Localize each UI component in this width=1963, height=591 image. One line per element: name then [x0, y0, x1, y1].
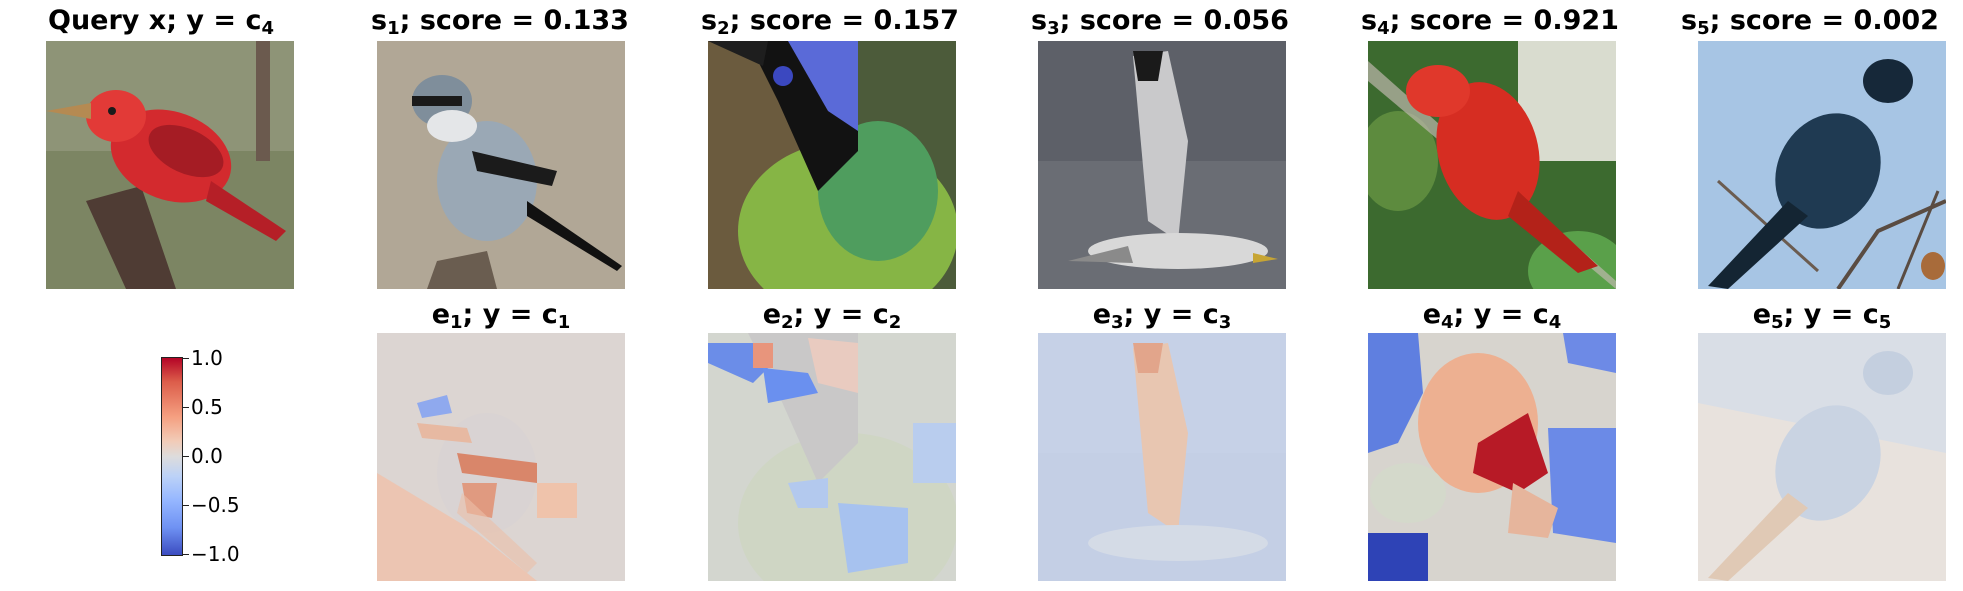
e2-heatmap — [708, 333, 956, 581]
e3-title: e3; y = c3 — [1092, 299, 1232, 333]
e1-title: e1; y = c1 — [431, 299, 571, 333]
s5-title: s5; score = 0.002 — [1681, 5, 1939, 39]
colorbar-tick-label: 0.0 — [191, 444, 223, 468]
s2-title: s2; score = 0.157 — [701, 5, 959, 39]
s4-title: s4; score = 0.921 — [1361, 5, 1619, 39]
colorbar-tick-label: 1.0 — [191, 346, 223, 370]
s3-title: s3; score = 0.056 — [1031, 5, 1289, 39]
colorbar-tick — [183, 407, 189, 408]
e1-heatmap — [377, 333, 625, 581]
colorbar-tick-label: −0.5 — [191, 493, 240, 517]
s4-image — [1368, 41, 1616, 289]
s2-image — [708, 41, 956, 289]
colorbar-tick-label: 0.5 — [191, 395, 223, 419]
colorbar-tick — [183, 358, 189, 359]
colorbar — [161, 357, 183, 556]
colorbar-tick — [183, 554, 189, 555]
e4-title: e4; y = c4 — [1422, 299, 1562, 333]
e4-heatmap — [1368, 333, 1616, 581]
e2-title: e2; y = c2 — [762, 299, 902, 333]
query-image — [46, 41, 294, 289]
colorbar-tick-label: −1.0 — [191, 542, 240, 566]
colorbar-tick — [183, 456, 189, 457]
s1-title: s1; score = 0.133 — [371, 5, 629, 39]
e5-title: e5; y = c5 — [1752, 299, 1892, 333]
s1-image — [377, 41, 625, 289]
e3-heatmap — [1038, 333, 1286, 581]
e5-heatmap — [1698, 333, 1946, 581]
s3-image — [1038, 41, 1286, 289]
s5-image — [1698, 41, 1946, 289]
colorbar-tick — [183, 505, 189, 506]
query-title: Query x; y = c4 — [48, 5, 274, 39]
